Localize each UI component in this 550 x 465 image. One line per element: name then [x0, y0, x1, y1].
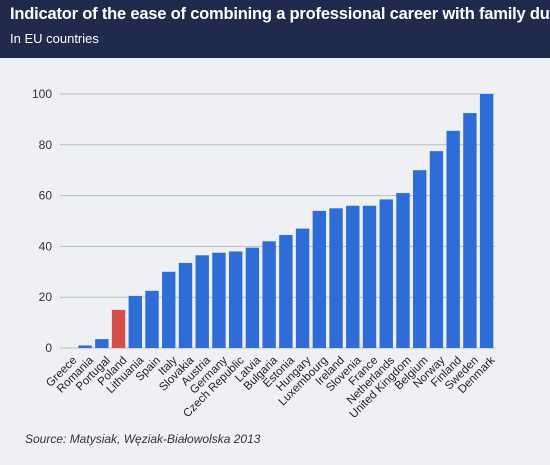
bar-bulgaria	[262, 241, 276, 348]
source-note: Source: Matysiak, Węziak-Białowolska 201…	[25, 432, 261, 446]
y-tick-label-100: 100	[32, 87, 52, 101]
bar-germany	[212, 252, 226, 348]
bar-finland	[446, 130, 460, 348]
header-banner: Indicator of the ease of combining a pro…	[0, 0, 550, 58]
bar-poland	[111, 309, 126, 348]
bar-france	[362, 205, 377, 348]
bar-belgium	[413, 170, 427, 348]
y-tick-label-0: 0	[45, 341, 52, 355]
bar-norway	[429, 151, 444, 348]
bar-luxembourg	[312, 210, 327, 348]
bar-italy	[162, 271, 176, 348]
bar-denmark	[479, 94, 494, 348]
bar-hungary	[295, 228, 310, 348]
bar-sweden	[463, 113, 477, 348]
y-tick-label-20: 20	[39, 290, 53, 304]
bar-slovenia	[346, 205, 360, 348]
bar-latvia	[245, 247, 260, 348]
y-tick-label-80: 80	[39, 138, 53, 152]
bar-austria	[195, 255, 209, 348]
y-tick-label-40: 40	[39, 239, 53, 253]
bar-romania	[78, 345, 92, 348]
bar-slovakia	[178, 262, 193, 348]
bar-spain	[145, 290, 159, 348]
bar-lithuania	[128, 295, 142, 348]
bar-chart: 020406080100GreeceRomaniaPortugalPolandL…	[32, 87, 498, 421]
bar-portugal	[95, 339, 109, 348]
bar-czech-republic	[228, 251, 243, 348]
chart-subtitle: In EU countries	[10, 31, 99, 46]
bar-estonia	[279, 234, 293, 348]
bar-ireland	[329, 208, 343, 348]
bar-united-kingdom	[396, 193, 410, 348]
y-tick-label-60: 60	[39, 189, 53, 203]
bar-netherlands	[379, 199, 393, 348]
chart-title: Indicator of the ease of combining a pro…	[10, 5, 550, 23]
